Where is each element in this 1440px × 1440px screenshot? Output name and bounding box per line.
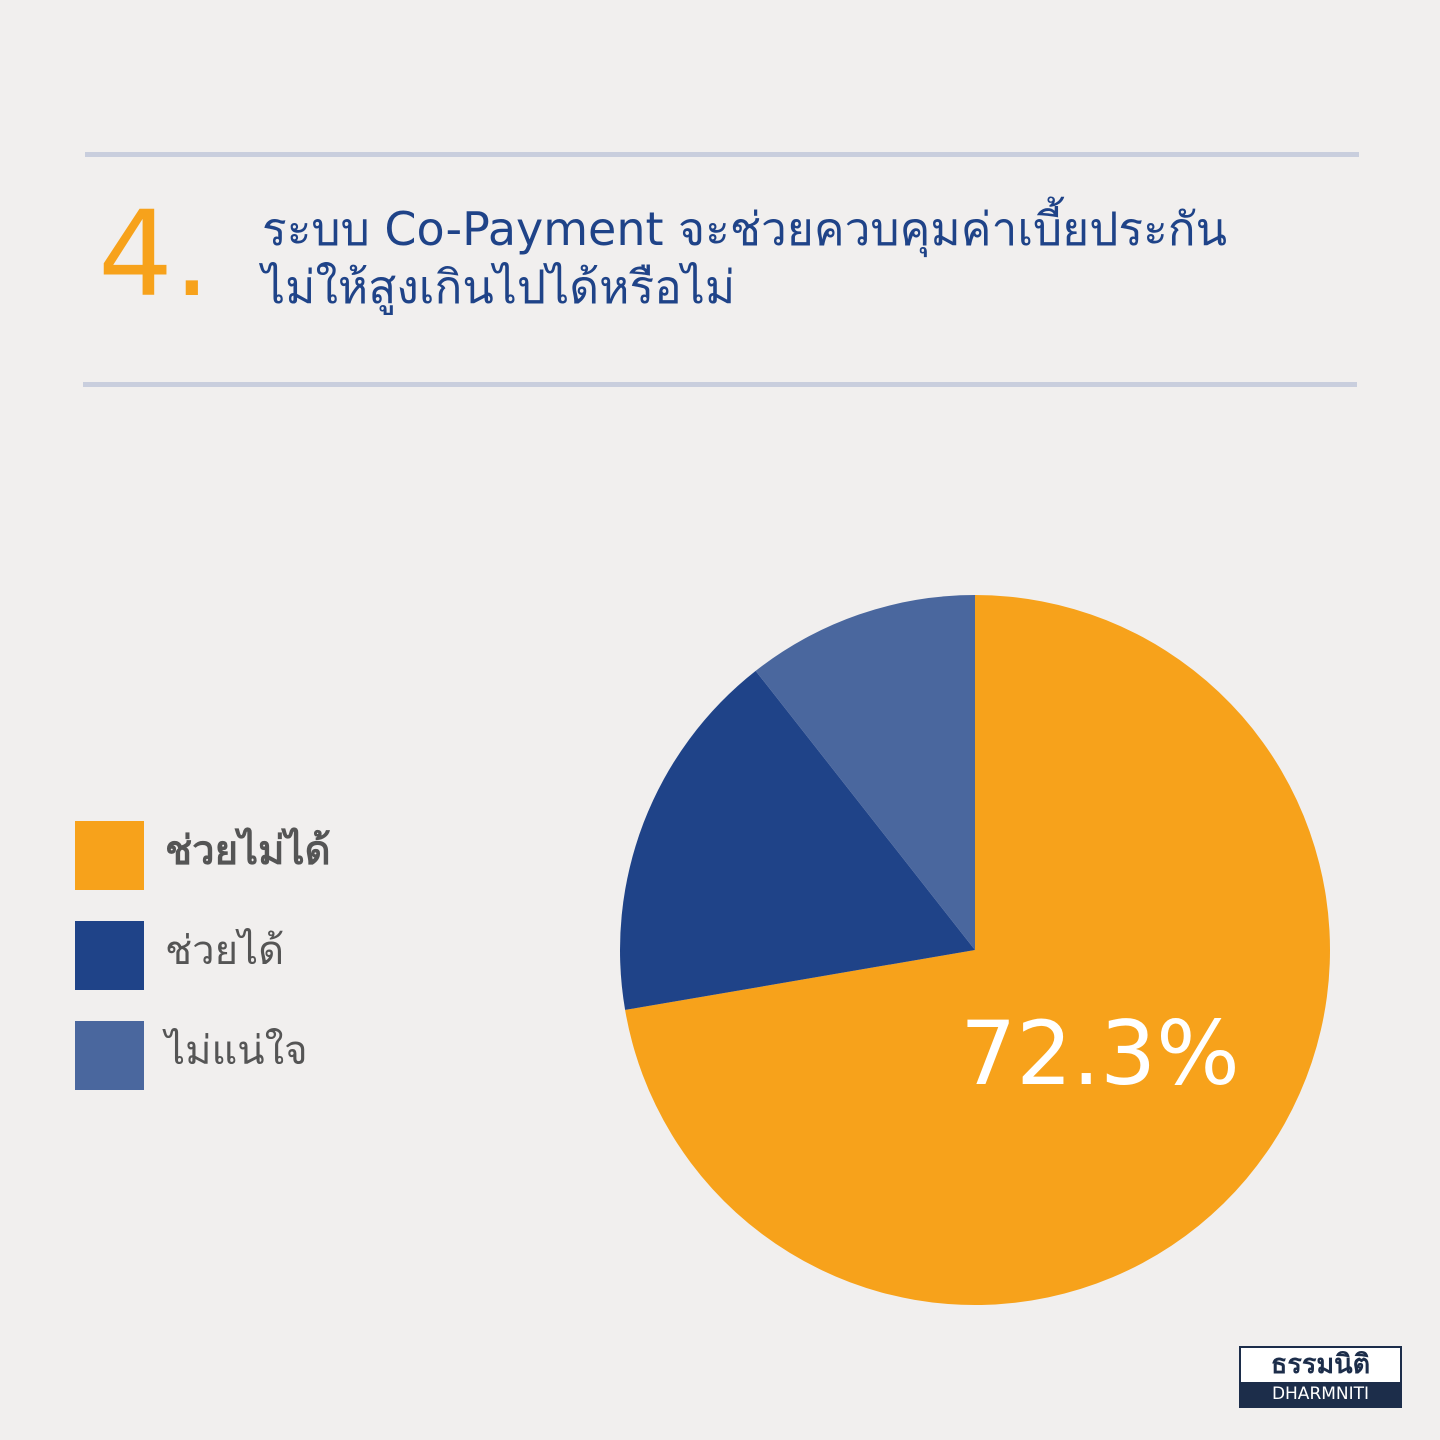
logo-thai: ธรรมนิติ <box>1270 1349 1371 1380</box>
legend-swatch <box>75 821 144 890</box>
divider <box>83 382 1357 387</box>
pie-slice <box>620 670 975 1010</box>
question-number: 4. <box>98 185 211 323</box>
title-line: ระบบ Co-Payment จะช่วยควบคุมค่าเบี้ยประก… <box>262 202 1228 256</box>
data-label: 72.3% <box>960 1002 1240 1105</box>
legend-label: ช่วยไม่ได้ <box>165 828 331 874</box>
legend-swatch <box>75 1021 144 1090</box>
title-line: ไม่ให้สูงเกินไปได้หรือไม่ <box>262 260 736 314</box>
logo-english: DHARMNITI <box>1241 1382 1400 1406</box>
logo: ธรรมนิติ DHARMNITI <box>1239 1346 1402 1408</box>
pie-slice <box>625 595 1331 1305</box>
legend-swatch <box>75 921 144 990</box>
legend-label: ช่วยได้ <box>165 928 285 974</box>
divider <box>85 152 1359 157</box>
pie-slice <box>755 595 975 950</box>
legend-label: ไม่แน่ใจ <box>165 1028 308 1074</box>
question-title: ระบบ Co-Payment จะช่วยควบคุมค่าเบี้ยประก… <box>262 200 1227 316</box>
